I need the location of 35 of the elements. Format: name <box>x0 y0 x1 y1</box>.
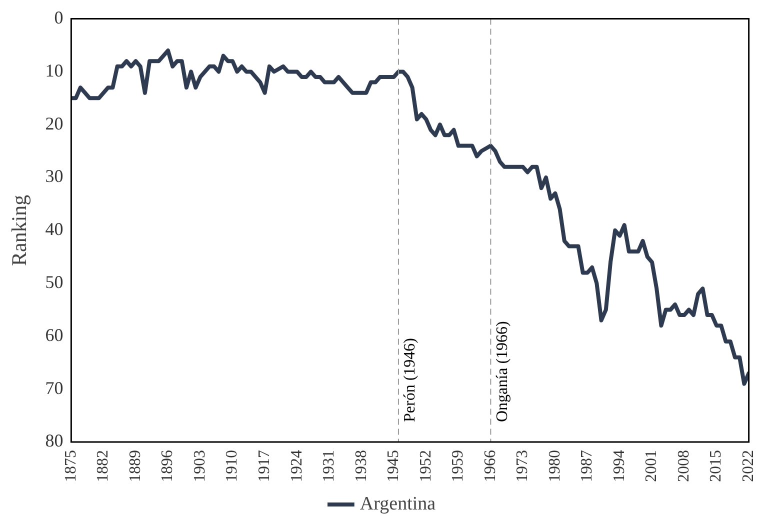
x-tick-label: 1882 <box>94 450 112 482</box>
y-tick-label: 60 <box>45 324 64 345</box>
x-tick-label: 1917 <box>256 450 274 482</box>
ref-line-label: Perón (1946) <box>402 338 419 422</box>
y-tick-label: 30 <box>45 166 64 186</box>
x-tick-label: 1889 <box>126 450 144 482</box>
ref-line-label: Onganía (1966) <box>494 321 511 422</box>
x-tick-label: 1924 <box>288 450 306 482</box>
x-tick-label: 2008 <box>675 450 692 482</box>
x-tick-label: 1931 <box>320 450 338 482</box>
x-tick-label: 1959 <box>450 450 467 482</box>
x-tick-label: 1973 <box>514 450 532 482</box>
x-tick-label: 2022 <box>740 450 758 482</box>
y-tick-label: 10 <box>45 60 64 80</box>
x-tick-label: 1903 <box>191 450 208 482</box>
y-tick-label: 40 <box>45 219 64 240</box>
legend-label: Argentina <box>360 493 436 514</box>
y-axis-title: Ranking <box>7 194 32 266</box>
x-tick-label: 1966 <box>482 450 499 482</box>
y-tick-label: 80 <box>45 430 64 451</box>
x-tick-label: 1987 <box>578 450 596 482</box>
y-tick-label: 50 <box>45 272 64 292</box>
x-tick-label: 1896 <box>159 450 176 482</box>
y-tick-label: 70 <box>45 378 64 398</box>
x-tick-label: 1938 <box>352 450 370 482</box>
x-tick-label: 1994 <box>610 450 628 482</box>
y-tick-label: 20 <box>45 113 64 134</box>
x-tick-label: 1952 <box>417 450 434 482</box>
y-tick-label: 0 <box>54 8 64 28</box>
x-tick-label: 1910 <box>224 450 241 482</box>
x-tick-label: 1945 <box>385 450 402 482</box>
x-tick-label: 2015 <box>708 450 725 482</box>
x-tick-label: 1875 <box>62 450 80 482</box>
x-tick-label: 2001 <box>643 450 660 482</box>
x-tick-label: 1980 <box>546 450 564 482</box>
